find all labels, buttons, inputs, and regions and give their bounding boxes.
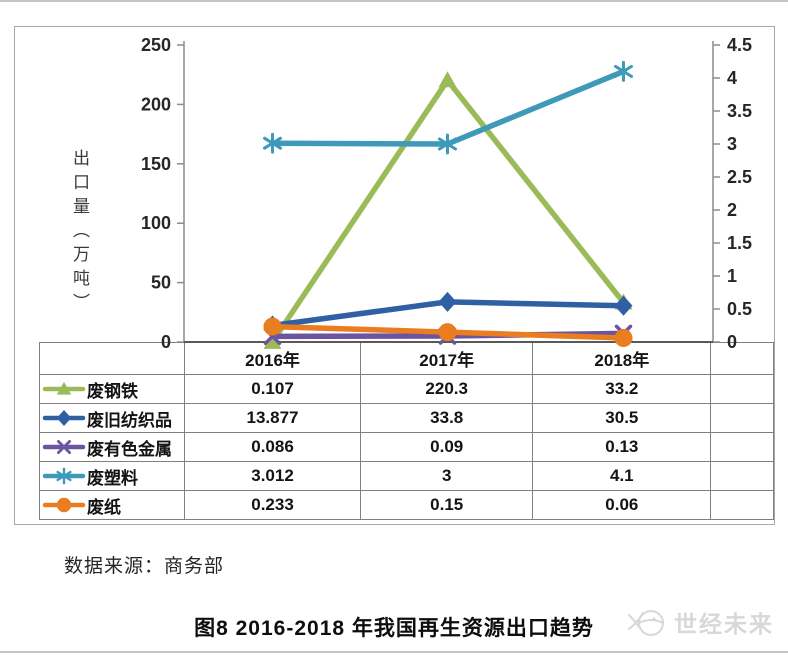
table-value-cell: 3.012	[183, 461, 362, 491]
table-value-cell: 0.086	[183, 432, 362, 462]
y-axis-right-tick-label: 1.5	[727, 233, 752, 253]
series-marker-waste-plastics	[614, 60, 633, 82]
data-table: 2016年 2017年 2018年 废钢铁 0.107 220.3 33.2 废旧纺织品 13.…	[39, 342, 774, 520]
legend-marker-waste-paper-icon	[42, 497, 86, 513]
y-axis-right-tick-label: 4	[727, 68, 737, 88]
y-axis-right-tick-label: 1	[727, 266, 737, 286]
legend-label: 废钢铁	[87, 381, 138, 401]
series-marker-waste-textiles	[438, 291, 457, 312]
table-value-cell: 220.3	[360, 374, 534, 404]
data-table-wrap: 2016年 2017年 2018年 废钢铁 0.107 220.3 33.2 废旧纺织品 13.…	[39, 342, 774, 520]
y-axis-left-tick-label: 0	[161, 332, 171, 352]
y-axis-right-tick-label: 2.5	[727, 167, 752, 187]
y-axis-left-tick-label: 250	[141, 35, 171, 55]
watermark-label: 世经未来	[674, 611, 774, 637]
series-marker-waste-paper	[263, 317, 282, 336]
legend-label: 废有色金属	[87, 439, 172, 459]
legend-marker-waste-textiles	[56, 410, 72, 426]
legend-marker-waste-textiles-icon	[42, 410, 86, 426]
legend-marker-waste-nonferrous-metals	[56, 440, 72, 455]
y-axis-right-tick-label: 2	[727, 200, 737, 220]
y-axis-left-tick-label: 50	[151, 273, 171, 293]
y-axis-title: 出口量（万吨）	[70, 149, 89, 317]
y-axis-left-tick-label: 200	[141, 94, 171, 114]
watermark-globe-icon	[628, 610, 664, 636]
table-value-cell: 0.06	[532, 490, 712, 520]
series-marker-waste-plastics	[438, 133, 457, 155]
table-value-cell: 33.8	[360, 403, 534, 433]
series-marker-waste-paper	[614, 329, 633, 348]
y-axis-right-tick-label: 0	[727, 332, 737, 352]
legend-cell-waste-paper: 废纸	[39, 490, 185, 520]
y-axis-right-tick-label: 4.5	[727, 35, 752, 55]
plot-svg: 250 200 150 100 50 0 4.5 4 3.5 3 2.5 2 1.5 1 0.5 0	[141, 35, 752, 352]
legend-label: 废塑料	[87, 468, 138, 488]
series-marker-waste-paper	[438, 323, 457, 342]
table-value-cell: 0.13	[532, 432, 712, 462]
table-value-cell: 0.15	[360, 490, 534, 520]
source-note: 数据来源：商务部	[64, 556, 225, 577]
bottom-separator	[0, 651, 788, 653]
legend-cell-waste-nonferrous-metals: 废有色金属	[39, 432, 185, 462]
table-row: 废钢铁 0.107 220.3 33.2	[39, 374, 774, 404]
legend-marker-scrap-steel	[56, 381, 72, 395]
legend-marker-waste-plastics	[56, 467, 72, 485]
series-marker-scrap-steel	[438, 71, 457, 88]
legend-cell-scrap-steel: 废钢铁	[39, 374, 185, 404]
y-axis-right-tick-label: 0.5	[727, 299, 752, 319]
table-row: 废旧纺织品 13.877 33.8 30.5	[39, 403, 774, 433]
top-separator	[0, 0, 788, 2]
watermark: 世经未来	[627, 599, 774, 645]
table-value-cell: 0.107	[183, 374, 362, 404]
legend-marker-scrap-steel-icon	[42, 381, 86, 395]
chart-caption: 图8 2016-2018 年我国再生资源出口趋势	[194, 617, 594, 640]
y-axis-left-tick-label: 100	[141, 213, 171, 233]
table-value-cell: 3	[360, 461, 534, 491]
series-marker-scrap-steel	[263, 332, 282, 349]
series-marker-waste-plastics	[263, 132, 282, 154]
table-value-cell: 0.233	[183, 490, 362, 520]
table-value-cell: 13.877	[183, 403, 362, 433]
legend-cell-waste-textiles: 废旧纺织品	[39, 403, 185, 433]
chart-frame: 2016年 2017年 2018年 废钢铁 0.107 220.3 33.2 废旧纺织品 13.…	[14, 26, 775, 525]
legend-marker-waste-paper	[56, 497, 72, 513]
y-axis-left-tick-label: 150	[141, 154, 171, 174]
legend-marker-waste-nonferrous-metals-icon	[42, 440, 86, 455]
y-axis-right-tick-label: 3	[727, 134, 737, 154]
y-axis-right-tick-label: 3.5	[727, 101, 752, 121]
legend-label: 废旧纺织品	[87, 410, 172, 430]
legend-label: 废纸	[87, 497, 121, 517]
legend-marker-waste-plastics-icon	[42, 467, 86, 485]
table-row: 废纸 0.233 0.15 0.06	[39, 490, 774, 520]
table-pad-cell	[710, 490, 774, 520]
series-marker-waste-textiles	[614, 295, 633, 316]
